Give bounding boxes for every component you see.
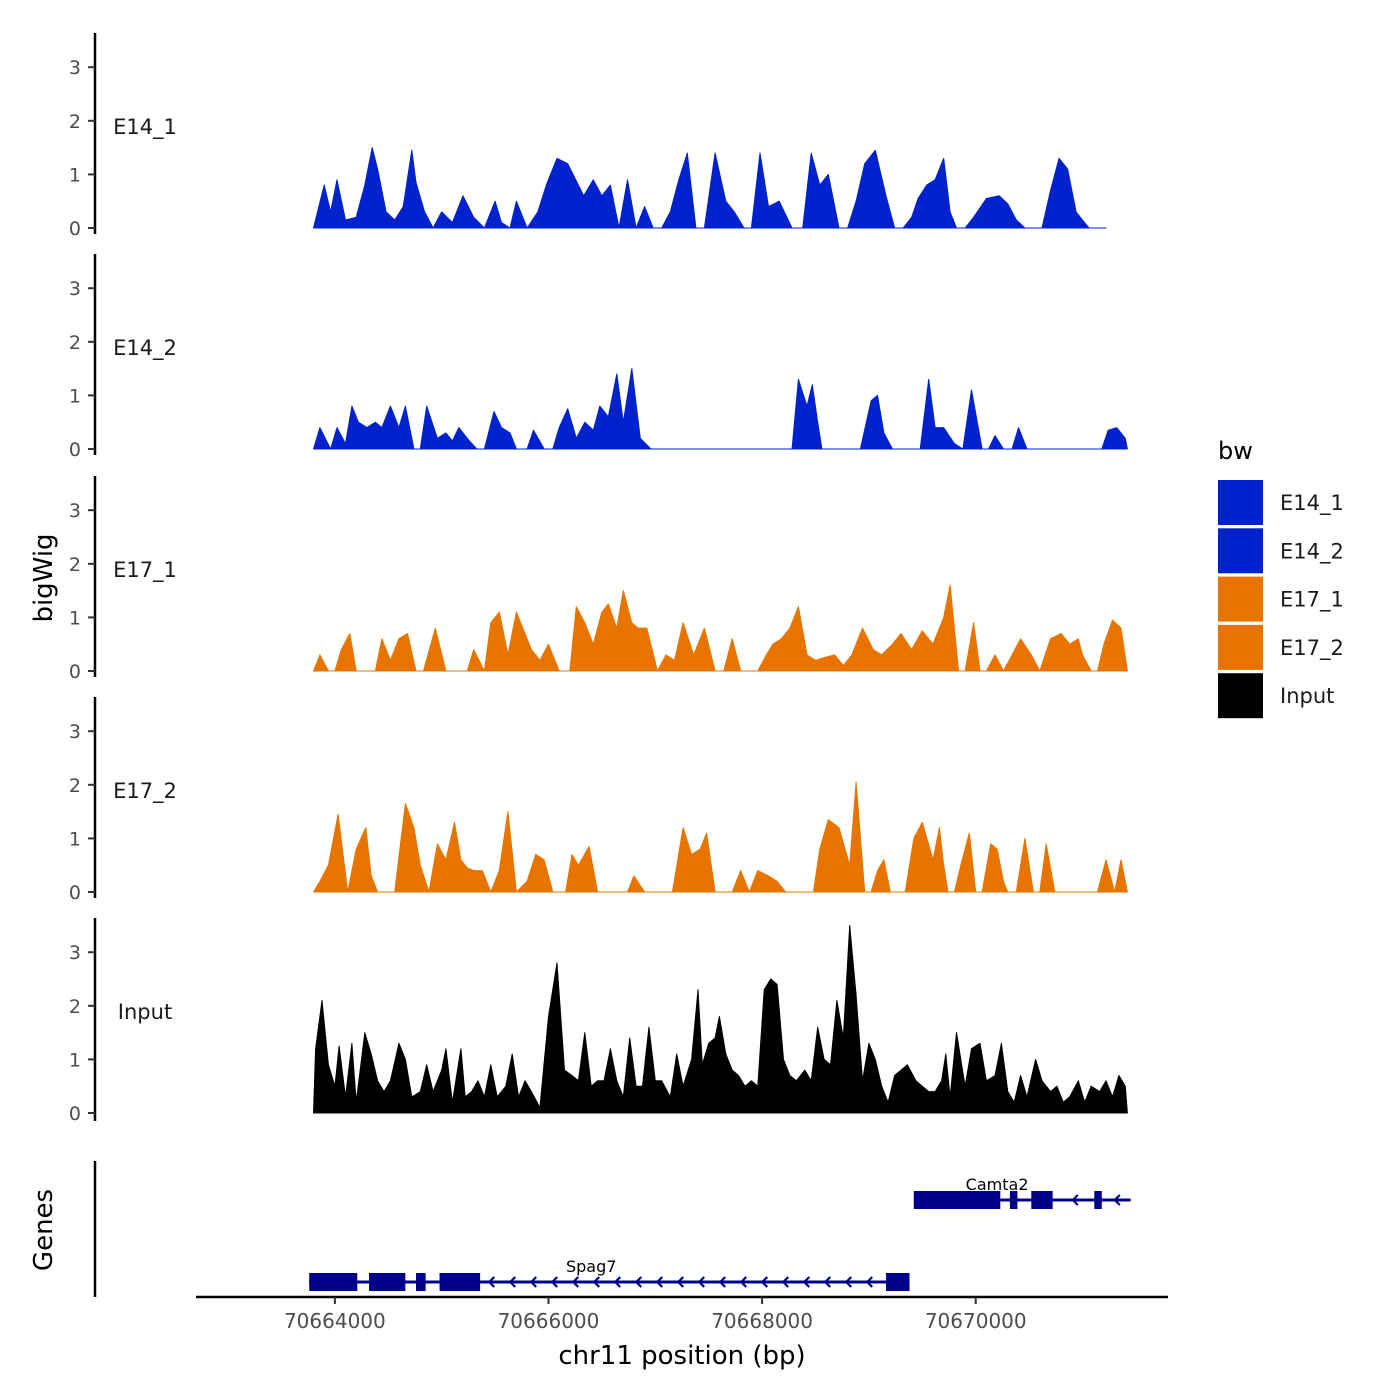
coverage-area [313,368,1128,450]
y-tick-label: 3 [69,57,81,79]
track-label: E17_1 [113,558,177,583]
gene-exon [369,1273,406,1291]
gene-label: Camta2 [966,1175,1029,1194]
y-axis-title: bigWig [29,533,59,622]
x-axis: 70664000 70666000 70668000 70670000 [196,1295,1168,1333]
strand-arrow [655,1276,663,1288]
strand-arrow [781,1276,789,1288]
track-label: Input [118,1000,172,1024]
track-label: E14_2 [113,336,177,361]
gene-label: Spag7 [566,1257,616,1276]
y-tick-label: 2 [69,111,81,133]
legend-swatch [1218,576,1263,622]
y-tick-label: 0 [69,218,81,240]
legend-title: bw [1218,437,1253,465]
y-tick-label: 1 [69,1049,81,1071]
y-tick-label: 2 [69,332,81,354]
y-tick-label: 3 [69,278,81,300]
y-tick-label: 0 [69,439,81,461]
genes-axis-title: Genes [29,1189,59,1271]
legend: bw E14_1 E14_2 E17_1 E17_2 Input [1218,437,1344,719]
y-tick-label: 2 [69,554,81,576]
strand-arrow [1113,1194,1121,1206]
y-tick-label: 2 [69,996,81,1018]
coverage-area [313,584,1128,672]
legend-label: Input [1280,684,1334,708]
track-label: E14_1 [113,115,177,140]
legend-label: E17_1 [1280,588,1344,613]
strand-arrow [592,1276,600,1288]
track-input: 0 1 2 3 Input [69,918,1128,1125]
genes-track: Spag7 Camta2 [93,1161,1131,1297]
gene-camta2: Camta2 [913,1175,1131,1209]
strand-arrow [571,1276,579,1288]
legend-item-e17-1: E17_1 [1218,576,1344,622]
strand-arrow [697,1276,705,1288]
strand-arrow [550,1276,558,1288]
legend-label: E17_2 [1280,636,1344,661]
legend-label: E14_2 [1280,539,1344,564]
gene-exon [1094,1191,1102,1209]
legend-item-e14-1: E14_1 [1218,480,1344,525]
x-tick-label: 70668000 [711,1309,813,1333]
track-e14-1: 0 1 2 3 E14_1 [69,33,1107,240]
strand-arrow [613,1276,621,1288]
strand-arrow [487,1276,495,1288]
y-tick-label: 3 [69,721,81,743]
y-tick-label: 1 [69,828,81,850]
strand-arrow [760,1276,768,1288]
legend-item-input: Input [1218,673,1334,719]
y-tick-label: 0 [69,1103,81,1125]
gene-exon [1031,1191,1053,1209]
legend-swatch [1218,624,1263,670]
y-tick-label: 1 [69,385,81,407]
gene-exon [309,1273,358,1291]
gene-exon [1009,1191,1018,1209]
y-tick-label: 0 [69,661,81,683]
track-e17-2: 0 1 2 3 E17_2 [69,697,1128,904]
strand-arrow [844,1276,852,1288]
strand-arrow [529,1276,537,1288]
strand-arrow [802,1276,810,1288]
coverage-area [313,781,1128,893]
tracks-layer: 0 1 2 3 E14_1 0 1 2 3 E14_2 0 1 2 3 E17_1 0 1 2 3 E17_2 0 1 2 3… [69,33,1128,1125]
track-e14-2: 0 1 2 3 E14_2 [69,254,1128,461]
gene-exon [416,1273,426,1291]
x-tick-label: 70670000 [925,1309,1027,1333]
strand-arrow [823,1276,831,1288]
strand-arrow [676,1276,684,1288]
y-tick-label: 2 [69,775,81,797]
gene-exon [439,1273,481,1291]
legend-swatch [1218,528,1263,574]
coverage-area [313,147,1107,229]
strand-arrow [634,1276,642,1288]
strand-arrow [718,1276,726,1288]
gene-exon [886,1273,910,1291]
coverage-area [313,924,1128,1114]
strand-arrow [739,1276,747,1288]
track-e17-1: 0 1 2 3 E17_1 [69,476,1128,683]
track-label: E17_2 [113,779,177,804]
y-tick-label: 1 [69,607,81,629]
legend-item-e17-2: E17_2 [1218,624,1344,670]
legend-swatch [1218,480,1263,525]
legend-swatch [1218,673,1263,719]
legend-label: E14_1 [1280,491,1344,516]
x-tick-label: 70664000 [284,1309,386,1333]
y-tick-label: 3 [69,942,81,964]
strand-arrow [508,1276,516,1288]
strand-arrow [1071,1194,1079,1206]
gene-spag7: Spag7 [309,1257,910,1291]
y-tick-label: 3 [69,500,81,522]
legend-item-e14-2: E14_2 [1218,528,1344,574]
y-tick-label: 1 [69,164,81,186]
strand-arrow [865,1276,873,1288]
y-tick-label: 0 [69,882,81,904]
x-tick-label: 70666000 [498,1309,600,1333]
gene-exon [913,1191,1001,1209]
x-axis-title: chr11 position (bp) [558,1341,805,1371]
